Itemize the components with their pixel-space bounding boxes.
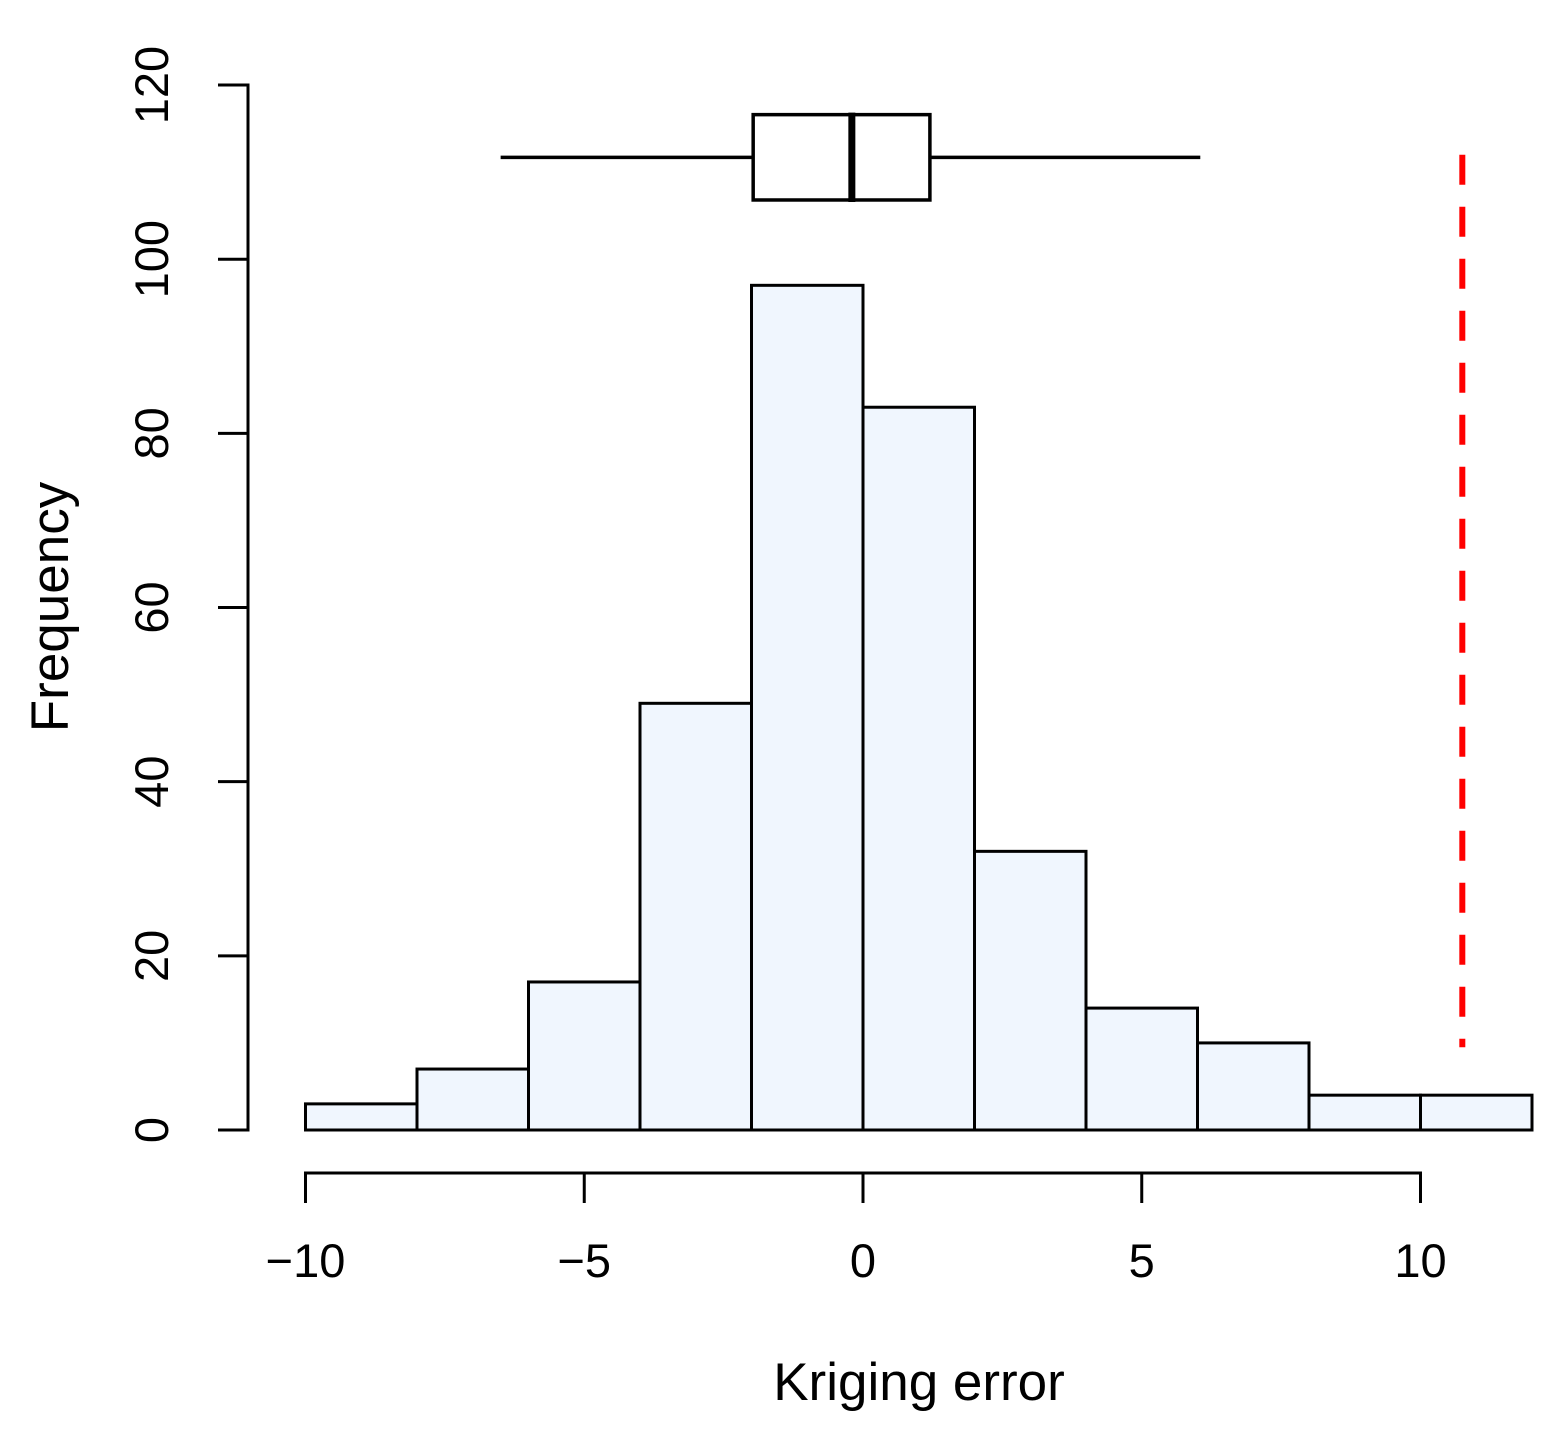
x-axis: −10 −5 0 5 10 <box>266 1171 1447 1287</box>
histogram-bar <box>1196 1041 1311 1132</box>
histogram-bar <box>527 980 642 1132</box>
y-tick-label: 40 <box>125 756 178 808</box>
boxplot-overlay <box>500 112 1201 202</box>
x-tick-label: −10 <box>266 1234 346 1287</box>
boxplot-box <box>751 112 932 202</box>
y-tick-label: 60 <box>125 581 178 633</box>
x-tick-label: 5 <box>1129 1234 1155 1287</box>
y-tick-label: 0 <box>125 1117 178 1143</box>
y-tick-label: 20 <box>125 930 178 982</box>
histogram-bar <box>750 283 865 1132</box>
histogram-bar <box>304 1102 419 1132</box>
histogram-bar <box>1419 1093 1534 1132</box>
histogram-bar <box>638 701 753 1132</box>
x-tick-label: −5 <box>557 1234 611 1287</box>
y-tick-label: 120 <box>125 46 178 124</box>
histogram-bars <box>304 283 1534 1132</box>
x-tick-label: 0 <box>850 1234 876 1287</box>
histogram-bar <box>415 1067 530 1132</box>
y-tick-label: 80 <box>125 407 178 459</box>
y-axis: 0 20 40 60 80 100 120 <box>125 46 250 1143</box>
histogram-bar <box>861 405 976 1132</box>
y-tick-label: 100 <box>125 220 178 298</box>
histogram-bar <box>1307 1093 1422 1132</box>
histogram-bar <box>1084 1006 1199 1132</box>
x-axis-title: Kriging error <box>773 1353 1065 1412</box>
y-axis-title: Frequency <box>21 481 80 732</box>
x-tick-label: 10 <box>1394 1234 1446 1287</box>
histogram-bar <box>973 849 1088 1132</box>
